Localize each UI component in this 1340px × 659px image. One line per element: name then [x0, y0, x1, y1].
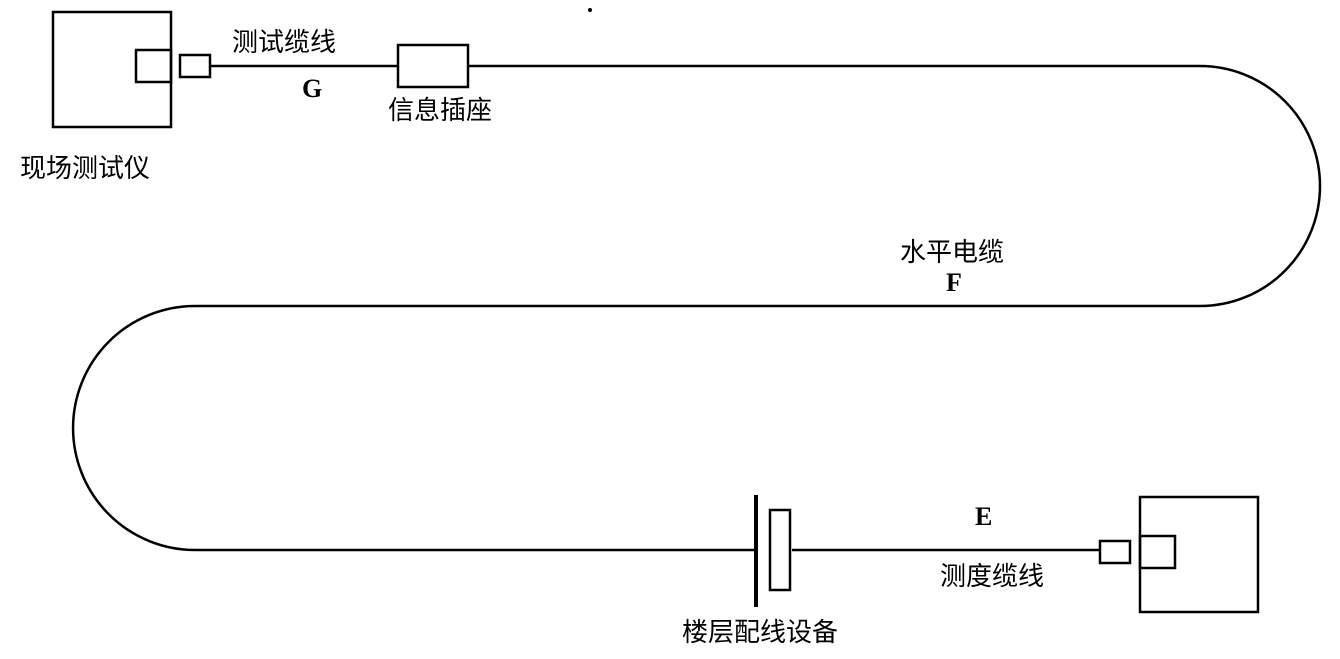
test-cable-e-label: 测度缆线	[940, 556, 1044, 593]
tester-left	[53, 12, 171, 127]
connector-right	[1100, 541, 1130, 563]
cable-path-f	[73, 66, 1320, 550]
connector-left	[180, 55, 210, 77]
diagram-svg	[0, 0, 1340, 659]
marker-g: G	[302, 74, 322, 104]
floor-dist-label: 楼层配线设备	[682, 612, 838, 649]
dot-artifact	[588, 8, 592, 12]
info-socket	[398, 45, 468, 87]
tester-left-label: 现场测试仪	[20, 148, 150, 185]
floor-distribution	[756, 495, 790, 607]
marker-e: E	[975, 502, 992, 532]
info-socket-label: 信息插座	[388, 90, 492, 127]
horizontal-cable-label: 水平电缆	[900, 232, 1004, 269]
marker-f: F	[946, 268, 962, 298]
tester-right	[1140, 497, 1258, 612]
cable-test-diagram: 现场测试仪 测试缆线 G 信息插座 水平电缆 F 楼层配线设备 E 测度缆线	[0, 0, 1340, 659]
test-cable-g-label: 测试缆线	[232, 22, 336, 59]
